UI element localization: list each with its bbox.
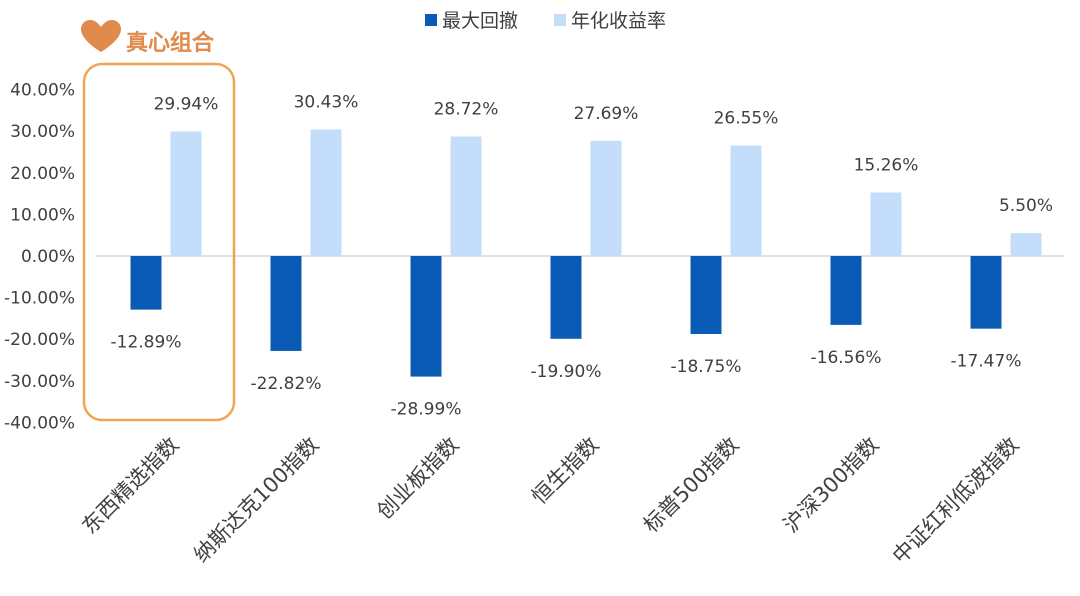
bars <box>130 129 1042 377</box>
y-tick-label: 20.00% <box>10 164 75 184</box>
y-tick-label: 30.00% <box>10 122 75 142</box>
heart-icon <box>81 20 121 52</box>
bar-max-drawdown <box>550 256 582 339</box>
data-label-drawdown: -19.90% <box>531 362 602 382</box>
data-label-return: 27.69% <box>574 104 639 124</box>
data-label-drawdown: -17.47% <box>951 352 1022 372</box>
y-tick-label: 10.00% <box>10 205 75 225</box>
y-tick-label: -30.00% <box>4 372 75 392</box>
data-labels: -12.89% 29.94% -22.82% 30.43% -28.99% 28.72% -… <box>111 92 1053 419</box>
badge-label: 真心组合 <box>126 30 215 56</box>
data-label-return: 26.55% <box>714 109 779 129</box>
data-label-return: 28.72% <box>434 100 499 120</box>
category-label: 沪深300指数 <box>779 433 884 538</box>
bar-max-drawdown <box>830 256 862 325</box>
bar-annual-return <box>870 192 902 256</box>
data-label-drawdown: -28.99% <box>391 400 462 420</box>
category-label: 标普500指数 <box>639 433 744 538</box>
y-tick-label: -20.00% <box>4 330 75 350</box>
legend-swatch <box>425 14 437 26</box>
category-label: 恒生指数 <box>527 433 603 509</box>
legend-label: 年化收益率 <box>571 10 666 32</box>
bar-annual-return <box>170 131 202 256</box>
bar-annual-return <box>1010 233 1042 256</box>
highlight-box <box>82 62 236 422</box>
data-label-return: 5.50% <box>999 196 1053 216</box>
data-label-drawdown: -12.89% <box>111 333 182 353</box>
y-tick-label: 40.00% <box>10 81 75 101</box>
legend-label: 最大回撤 <box>442 10 518 32</box>
data-label-return: 15.26% <box>854 156 919 176</box>
y-axis-ticks: 40.00% 30.00% 20.00% 10.00% 0.00% -10.00% -20.… <box>4 81 75 434</box>
data-label-return: 30.43% <box>294 92 359 112</box>
category-label: 纳斯达克100指数 <box>189 433 323 567</box>
y-tick-label: 0.00% <box>21 247 75 267</box>
category-labels: 东西精选指数 纳斯达克100指数 创业板指数 恒生指数 标普500指数 沪深300指数 中证… <box>77 433 1023 569</box>
data-label-drawdown: -22.82% <box>251 374 322 394</box>
legend-swatch <box>554 14 566 26</box>
bar-max-drawdown <box>130 256 162 310</box>
bar-annual-return <box>730 145 762 256</box>
bar-max-drawdown <box>270 256 302 351</box>
bar-annual-return <box>590 140 622 256</box>
category-label: 中证红利低波指数 <box>888 433 1024 569</box>
y-tick-label: -40.00% <box>4 413 75 433</box>
data-label-return: 29.94% <box>154 94 219 114</box>
legend: 最大回撤 年化收益率 <box>425 10 666 32</box>
bar-max-drawdown <box>690 256 722 334</box>
bar-annual-return <box>450 136 482 256</box>
highlight-badge: 真心组合 <box>81 20 215 56</box>
bar-annual-return <box>310 129 342 256</box>
bar-max-drawdown <box>970 256 1002 329</box>
category-label: 东西精选指数 <box>77 433 183 539</box>
data-label-drawdown: -18.75% <box>671 357 742 377</box>
y-tick-label: -10.00% <box>4 289 75 309</box>
bar-max-drawdown <box>410 256 442 377</box>
category-label: 创业板指数 <box>372 433 463 524</box>
data-label-drawdown: -16.56% <box>811 348 882 368</box>
